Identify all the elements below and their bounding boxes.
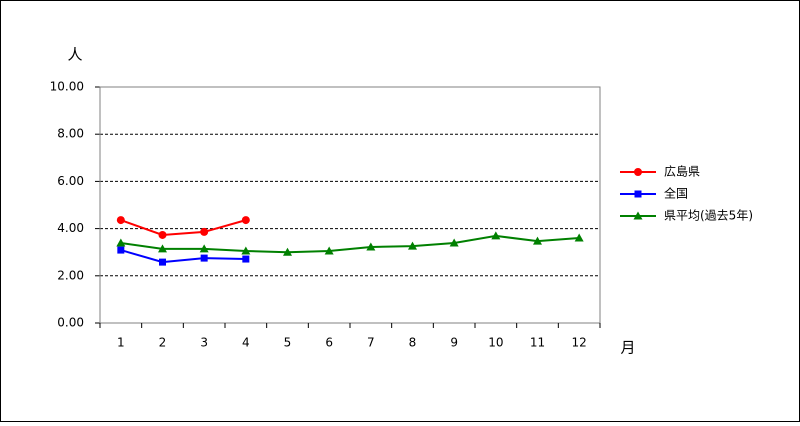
y-tick-label: 4.00 bbox=[57, 221, 84, 235]
x-axis-label: 月 bbox=[620, 339, 635, 357]
data-point bbox=[200, 254, 208, 262]
y-tick-label: 0.00 bbox=[57, 316, 84, 330]
y-tick-label: 2.00 bbox=[57, 268, 84, 282]
x-tick-label: 9 bbox=[450, 336, 458, 350]
data-point bbox=[199, 244, 209, 253]
data-point bbox=[200, 227, 209, 236]
data-point bbox=[491, 231, 501, 240]
data-point bbox=[116, 238, 126, 247]
data-point bbox=[242, 255, 250, 263]
y-tick-label: 6.00 bbox=[57, 174, 84, 188]
x-tick-label: 2 bbox=[159, 336, 167, 350]
x-tick-label: 3 bbox=[200, 336, 208, 350]
data-point bbox=[324, 246, 334, 255]
y-tick-label: 8.00 bbox=[57, 127, 84, 141]
data-point bbox=[158, 244, 167, 253]
x-tick-label: 7 bbox=[367, 336, 375, 350]
x-tick-label: 10 bbox=[488, 336, 503, 350]
x-tick-label: 5 bbox=[284, 336, 292, 350]
x-tick-label: 4 bbox=[242, 336, 250, 350]
data-point bbox=[366, 242, 376, 251]
x-tick-label: 8 bbox=[409, 336, 417, 350]
plot-area bbox=[100, 87, 600, 323]
series-line bbox=[120, 234, 580, 254]
legend-label: 全国 bbox=[664, 186, 688, 201]
legend-label: 広島県 bbox=[664, 164, 700, 179]
data-point bbox=[574, 233, 584, 242]
series-line bbox=[120, 249, 246, 264]
legend-marker bbox=[633, 211, 643, 220]
legend-marker bbox=[634, 168, 642, 176]
x-tick-label: 1 bbox=[117, 336, 125, 350]
x-tick-label: 6 bbox=[325, 336, 333, 350]
data-point bbox=[116, 216, 125, 225]
data-point bbox=[408, 241, 417, 250]
data-point bbox=[159, 258, 166, 266]
x-tick-label: 11 bbox=[530, 336, 545, 350]
series-line bbox=[120, 219, 247, 236]
data-point bbox=[241, 246, 251, 255]
y-tick-label: 10.00 bbox=[50, 80, 84, 94]
legend-label: 県平均(過去5年) bbox=[664, 209, 753, 223]
x-tick-label: 12 bbox=[572, 336, 587, 350]
data-point bbox=[283, 247, 292, 256]
data-point bbox=[241, 216, 250, 225]
y-axis-label: 人 bbox=[67, 46, 82, 64]
data-point bbox=[449, 238, 459, 247]
data-point bbox=[158, 230, 167, 239]
legend-marker bbox=[634, 190, 642, 198]
data-point bbox=[117, 246, 125, 254]
data-point bbox=[533, 236, 542, 245]
